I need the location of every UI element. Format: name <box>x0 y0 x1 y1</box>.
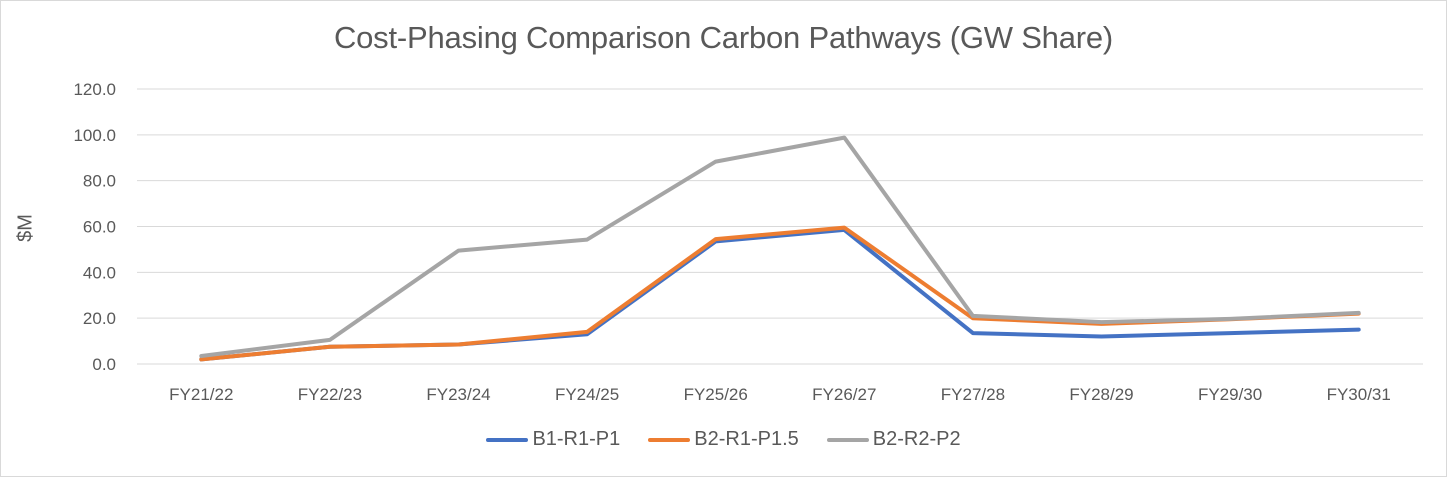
legend-label: B1-R1-P1 <box>532 428 621 450</box>
legend-label: B2-R2-P2 <box>872 428 961 450</box>
gridlines <box>137 88 1423 365</box>
legend-label: B2-R1-P1.5 <box>694 428 799 450</box>
series-line-b1-r1-p1 <box>199 227 1361 362</box>
legend-item: B2-R1-P1.5 <box>648 428 799 451</box>
x-tick-label: FY24/25 <box>555 385 619 404</box>
x-tick-label: FY21/22 <box>169 385 233 404</box>
series-line-b2-r1-p1-5 <box>199 225 1361 362</box>
x-tick-label: FY30/31 <box>1327 385 1391 404</box>
x-tick-label: FY23/24 <box>426 385 490 404</box>
y-tick-label: 120.0 <box>73 80 116 99</box>
legend-swatch <box>486 437 529 442</box>
y-tick-label: 40.0 <box>83 263 116 282</box>
y-tick-label: 60.0 <box>83 218 116 237</box>
x-tick-label: FY26/27 <box>812 385 876 404</box>
legend-swatch <box>648 437 691 442</box>
y-tick-label: 0.0 <box>92 355 116 374</box>
x-tick-label: FY22/23 <box>298 385 362 404</box>
legend-swatch <box>826 437 869 442</box>
series-lines <box>199 135 1361 362</box>
legend: B1-R1-P1 B2-R1-P1.5 B2-R2-P2 <box>0 428 1447 451</box>
x-tick-label: FY29/30 <box>1198 385 1262 404</box>
y-tick-label: 100.0 <box>73 126 116 145</box>
y-tick-label: 20.0 <box>83 309 116 328</box>
series-line-b2-r2-p2 <box>199 135 1361 358</box>
x-tick-label: FY27/28 <box>941 385 1005 404</box>
x-tick-label: FY28/29 <box>1069 385 1133 404</box>
legend-item: B2-R2-P2 <box>826 428 961 451</box>
legend-item: B1-R1-P1 <box>486 428 620 451</box>
chart-title: Cost-Phasing Comparison Carbon Pathways … <box>333 20 1114 55</box>
x-tick-label: FY25/26 <box>684 385 748 404</box>
y-tick-label: 80.0 <box>83 172 116 191</box>
x-axis-ticks: FY21/22 FY22/23 FY23/24 FY24/25 FY25/26 FY26/… <box>169 385 1391 404</box>
y-axis-ticks: 0.0 20.0 40.0 60.0 80.0 100.0 120.0 <box>73 80 116 374</box>
